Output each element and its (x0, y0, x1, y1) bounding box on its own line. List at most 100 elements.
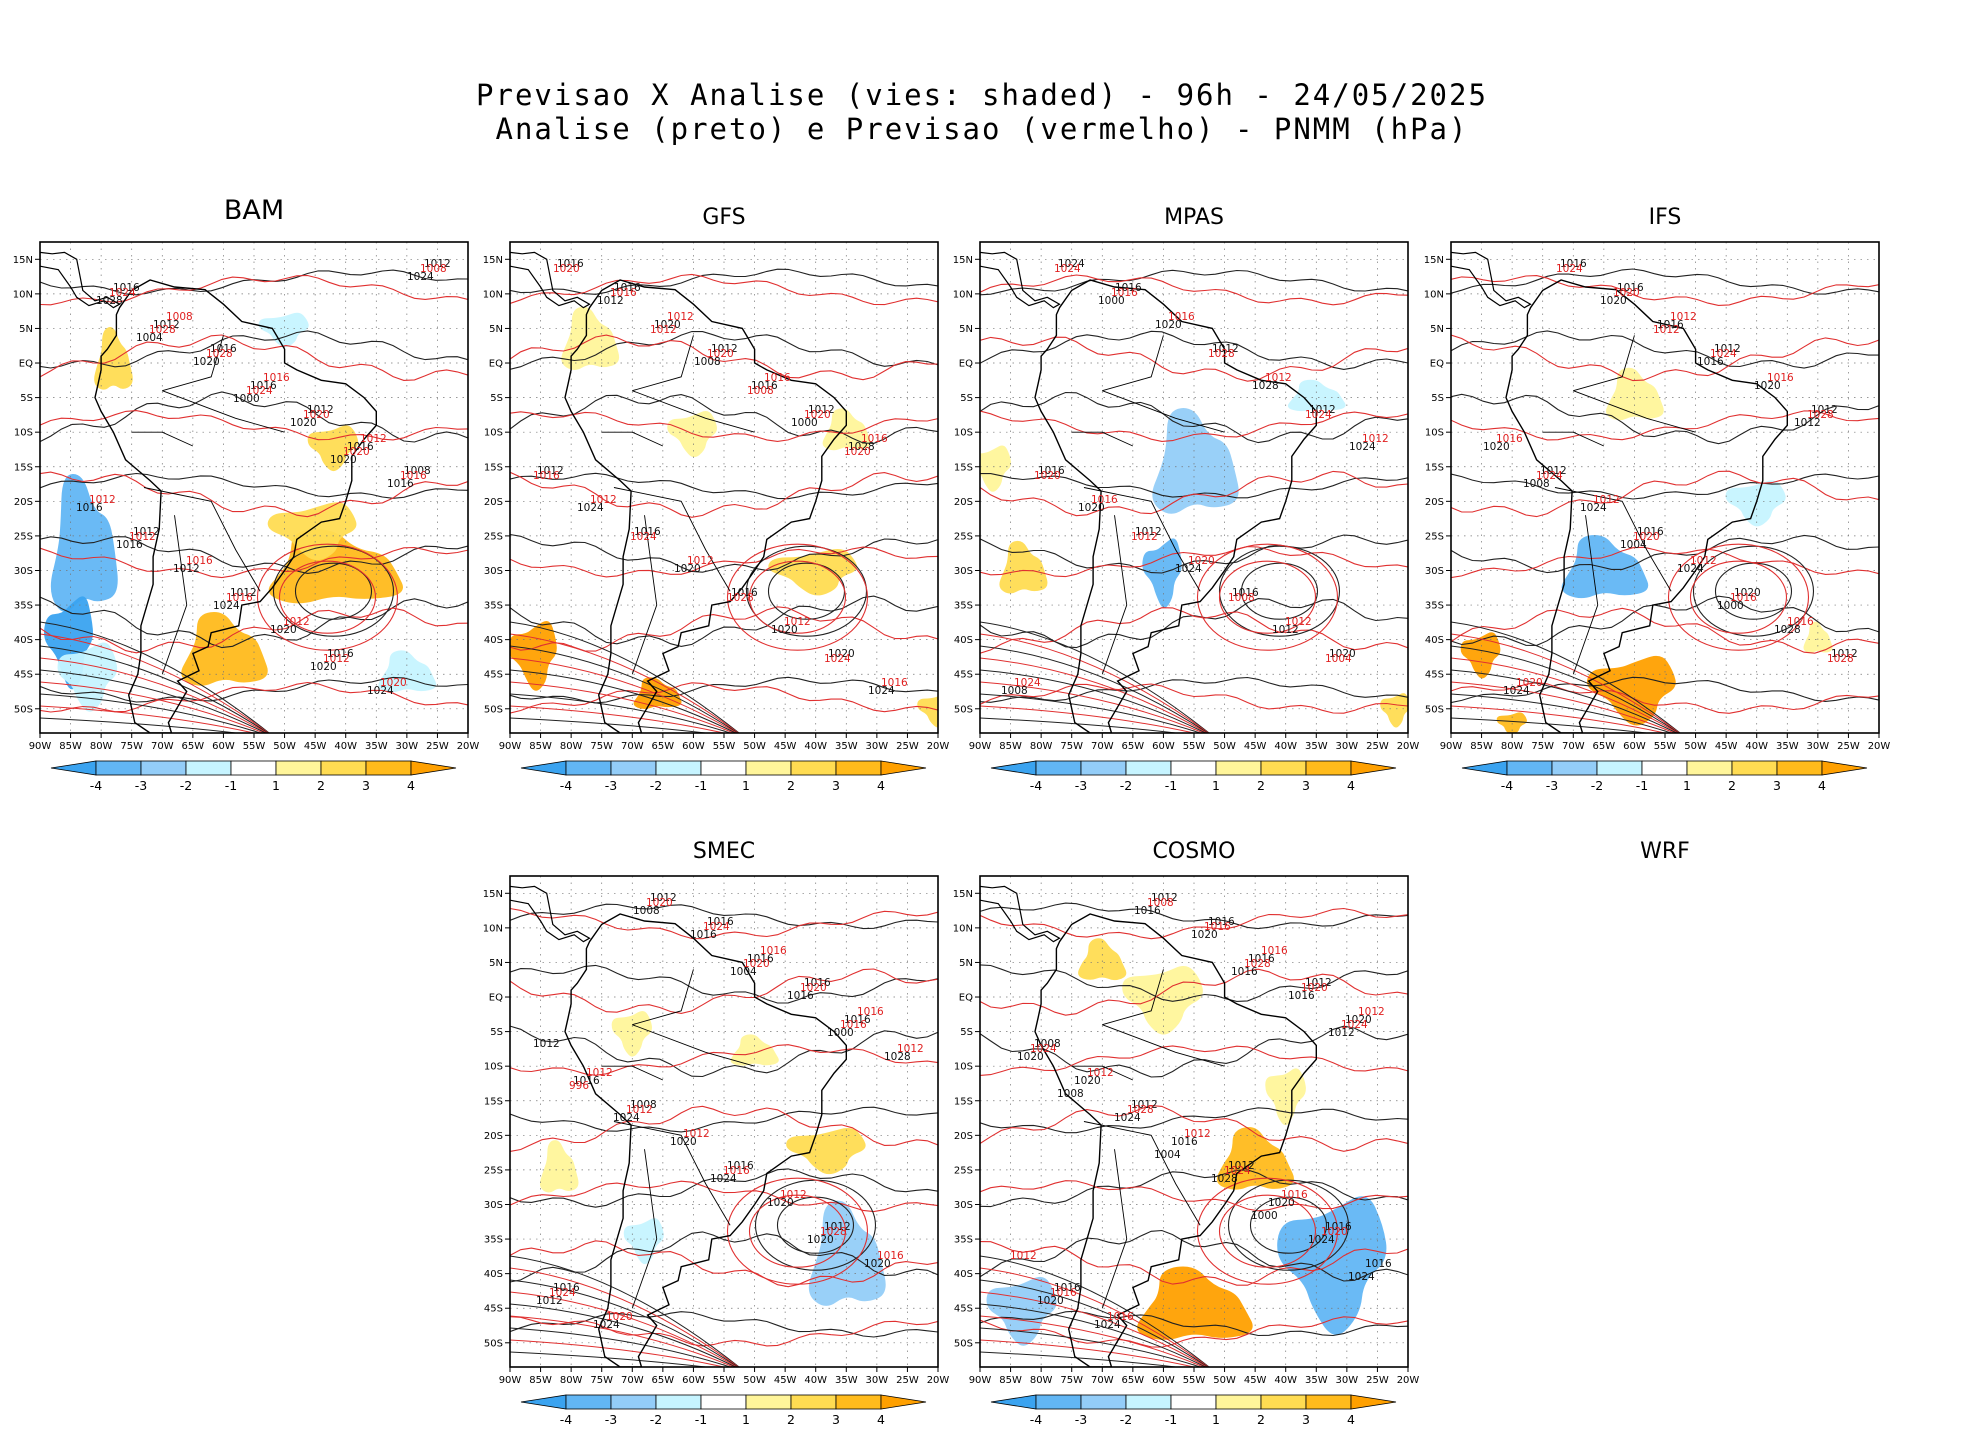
contour-label: 1008 (1523, 478, 1550, 490)
lon-tick-label: 35W (1305, 741, 1328, 752)
contour-label: 1012 (1328, 1027, 1355, 1039)
lon-tick-label: 30W (1336, 741, 1359, 752)
bias-shading-area (561, 306, 620, 370)
contour-label: 1012 (1358, 1006, 1385, 1018)
contour-label: 1016 (1208, 916, 1235, 928)
lon-tick-label: 45W (304, 741, 327, 752)
contour-label: 1024 (703, 921, 730, 933)
colorbar-label: 3 (362, 778, 370, 793)
bias-shading-area (57, 642, 118, 712)
lon-tick-label: 60W (682, 741, 705, 752)
contour-label: 1020 (343, 446, 370, 458)
colorbar-label: 2 (1257, 778, 1265, 793)
lon-tick-label: 75W (120, 741, 143, 752)
contour-label: 1024 (1348, 1271, 1375, 1283)
lon-tick-label: 90W (29, 741, 52, 752)
lat-tick-label: 15S (954, 462, 973, 473)
contour-label: 1028 (1244, 958, 1271, 970)
lon-tick-label: 35W (835, 1375, 858, 1386)
colorbar-label: -1 (1636, 778, 1648, 793)
lat-tick-label: 20S (484, 497, 503, 508)
south-america-coastline (1505, 279, 1788, 733)
contour-label: 1008 (1228, 592, 1255, 604)
contour-label: 1012 (711, 343, 738, 355)
contour-label: 1020 (674, 563, 701, 575)
colorbar-label: -4 (90, 778, 103, 793)
lat-tick-label: 35S (1425, 601, 1444, 612)
contour-label: 1012 (1272, 624, 1299, 636)
bias-shading-area (980, 445, 1012, 492)
contour-label: 1020 (1345, 1014, 1372, 1026)
colorbar-label: -2 (1591, 778, 1603, 793)
contour-label: 1020 (553, 263, 580, 275)
colorbar-label: 2 (787, 1412, 795, 1427)
contour-label: 1020 (380, 677, 407, 689)
contour-label: 1016 (250, 380, 277, 392)
lat-tick-label: 25S (1425, 531, 1444, 542)
lon-tick-label: 40W (334, 741, 357, 752)
lat-tick-label: 5S (490, 393, 503, 404)
lon-tick-label: 35W (365, 741, 388, 752)
lat-tick-label: 25S (954, 531, 973, 542)
contour-label: 1016 (1171, 1136, 1198, 1148)
lon-tick-label: 20W (927, 741, 950, 752)
colorbar-label: -1 (695, 778, 707, 793)
lat-tick-label: 10S (1425, 428, 1444, 439)
lat-tick-label: 40S (484, 1269, 503, 1280)
contour-label: 1024 (593, 1319, 620, 1331)
lon-tick-label: 85W (1470, 741, 1493, 752)
lon-tick-label: 75W (590, 1375, 613, 1386)
bias-shading-area (786, 1128, 866, 1175)
contour-label: 1016 (327, 648, 354, 660)
lon-tick-label: 30W (1807, 741, 1830, 752)
figure-title-line2: Analise (preto) e Previsao (vermelho) - … (495, 112, 1469, 146)
lon-tick-label: 85W (59, 741, 82, 752)
lon-tick-label: 60W (1152, 1375, 1175, 1386)
lon-tick-label: 70W (621, 1375, 644, 1386)
colorbar-label: 4 (1818, 778, 1826, 793)
colorbar-label: -2 (650, 1412, 662, 1427)
contour-label: 1024 (1094, 1319, 1121, 1331)
contour-label: 1020 (1017, 1051, 1044, 1063)
lat-tick-label: 40S (484, 635, 503, 646)
contour-label: 1000 (827, 1027, 854, 1039)
lon-tick-label: 80W (1501, 741, 1524, 752)
contour-label: 1028 (1774, 624, 1801, 636)
bias-shading-area (181, 612, 268, 686)
contour-label: 1008 (630, 1099, 657, 1111)
lat-tick-label: EQ (959, 359, 973, 370)
contour-label: 1016 (1204, 921, 1231, 933)
bias-shading-area (1277, 1196, 1387, 1335)
contour-label: 1012 (1811, 404, 1838, 416)
lat-tick-label: 15N (13, 255, 33, 266)
bias-shading-area (1137, 1266, 1253, 1340)
colorbar-label: 3 (1773, 778, 1781, 793)
contour-label: 1012 (586, 1067, 613, 1079)
contour-label: 1024 (1014, 677, 1041, 689)
panel-title-gfs: GFS (702, 205, 746, 230)
bias-shading-area (1078, 938, 1127, 981)
contour-label: 1016 (1232, 587, 1259, 599)
bias-shading-area (1122, 966, 1203, 1035)
panel-title-mpas: MPAS (1164, 205, 1224, 230)
lat-tick-label: 35S (14, 601, 33, 612)
bias-shading-area (539, 1140, 579, 1193)
contour-label: 1016 (1111, 287, 1138, 299)
contour-label: 1012 (1184, 1128, 1211, 1140)
contour-label: 1016 (751, 380, 778, 392)
central-america-coastline (1451, 251, 1532, 309)
lat-tick-label: 15N (953, 889, 973, 900)
lon-tick-label: 80W (560, 741, 583, 752)
lon-tick-label: 80W (1030, 741, 1053, 752)
contour-label: 1016 (760, 945, 787, 957)
contour-label: 1020 (1301, 982, 1328, 994)
contour-label: 1016 (764, 372, 791, 384)
contour-label: 1012 (533, 1038, 560, 1050)
lon-tick-label: 35W (1305, 1375, 1328, 1386)
lat-tick-label: 50S (954, 704, 973, 715)
contour-label: 1016 (263, 372, 290, 384)
lat-tick-label: 40S (954, 635, 973, 646)
colorbar-label: -3 (1075, 778, 1087, 793)
contour-label: 1016 (1767, 372, 1794, 384)
lon-tick-label: 65W (652, 1375, 675, 1386)
